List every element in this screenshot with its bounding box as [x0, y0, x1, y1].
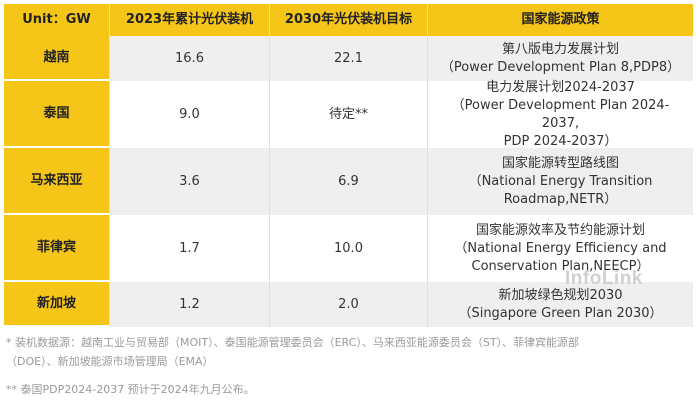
policy-cell: 第八版电力发展计划 （Power Development Plan 8,PDP8…: [428, 36, 693, 81]
policy-line: 第八版电力发展计划: [501, 41, 619, 57]
policy-cell: 国家能源转型路线图 （National Energy Transition Ro…: [428, 148, 693, 215]
policy-line: Roadmap,NETR）: [503, 191, 618, 207]
installed-2023-cell: 9.0: [110, 81, 270, 148]
table-row: 越南 16.6 22.1 第八版电力发展计划 （Power Developmen…: [4, 36, 693, 81]
pv-policy-table: Unit：GW 2023年累计光伏装机 2030年光伏装机目标 国家能源政策 越…: [4, 4, 693, 327]
table-header-row: Unit：GW 2023年累计光伏装机 2030年光伏装机目标 国家能源政策: [4, 4, 693, 36]
installed-2023-cell: 1.2: [110, 282, 270, 327]
policy-line: （Singapore Green Plan 2030）: [458, 305, 663, 321]
footnote-thailand-pdp: ** 泰国PDP2024-2037 预计于2024年九月公布。: [6, 383, 255, 396]
country-cell: 越南: [4, 36, 110, 81]
table-row: 新加坡 1.2 2.0 新加坡绿色规划2030 （Singapore Green…: [4, 282, 693, 327]
target-2030-cell: 10.0: [270, 215, 428, 282]
target-2030-cell: 2.0: [270, 282, 428, 327]
policy-line: 国家能源效率及节约能源计划: [475, 222, 645, 238]
installed-2023-cell: 1.7: [110, 215, 270, 282]
footnote-line: （DOE）、新加坡能源市场管理局（EMA）: [6, 355, 214, 368]
policy-line: （Power Development Plan 2024-2037,: [451, 97, 670, 131]
policy-cell: 新加坡绿色规划2030 （Singapore Green Plan 2030）: [428, 282, 693, 327]
header-target-2030: 2030年光伏装机目标: [270, 4, 428, 36]
policy-cell: 电力发展计划2024-2037 （Power Development Plan …: [428, 79, 693, 149]
table-row: 菲律宾 1.7 10.0 国家能源效率及节约能源计划 （National Ene…: [4, 215, 693, 282]
policy-line: （National Energy Efficiency and: [454, 240, 667, 256]
target-2030-cell: 待定**: [270, 81, 428, 148]
policy-line: （National Energy Transition: [468, 173, 653, 189]
country-cell: 新加坡: [4, 282, 110, 327]
policy-line: PDP 2024-2037）: [503, 133, 618, 149]
country-cell: 泰国: [4, 81, 110, 148]
target-2030-cell: 6.9: [270, 148, 428, 215]
header-installed-2023: 2023年累计光伏装机: [110, 4, 270, 36]
table-row: 马来西亚 3.6 6.9 国家能源转型路线图 （National Energy …: [4, 148, 693, 215]
installed-2023-cell: 3.6: [110, 148, 270, 215]
policy-line: Conservation Plan,NEECP）: [471, 258, 650, 274]
installed-2023-cell: 16.6: [110, 36, 270, 81]
header-policy: 国家能源政策: [428, 4, 693, 36]
table-row: 泰国 9.0 待定** 电力发展计划2024-2037 （Power Devel…: [4, 79, 693, 149]
target-2030-cell: 22.1: [270, 36, 428, 81]
policy-line: （Power Development Plan 8,PDP8）: [440, 59, 681, 75]
policy-line: 国家能源转型路线图: [501, 155, 619, 171]
policy-cell: 国家能源效率及节约能源计划 （National Energy Efficienc…: [428, 215, 693, 282]
policy-line: 新加坡绿色规划2030: [498, 287, 623, 303]
country-cell: 马来西亚: [4, 148, 110, 215]
infolink-watermark: InfoLink: [565, 268, 643, 289]
country-cell: 菲律宾: [4, 215, 110, 282]
footnote-line: * 装机数据源：越南工业与贸易部（MOIT）、泰国能源管理委员会（ERC）、马来…: [6, 336, 580, 349]
policy-line: 电力发展计划2024-2037: [486, 79, 635, 95]
header-unit: Unit：GW: [4, 4, 110, 36]
footnote-data-sources: * 装机数据源：越南工业与贸易部（MOIT）、泰国能源管理委员会（ERC）、马来…: [6, 333, 691, 371]
